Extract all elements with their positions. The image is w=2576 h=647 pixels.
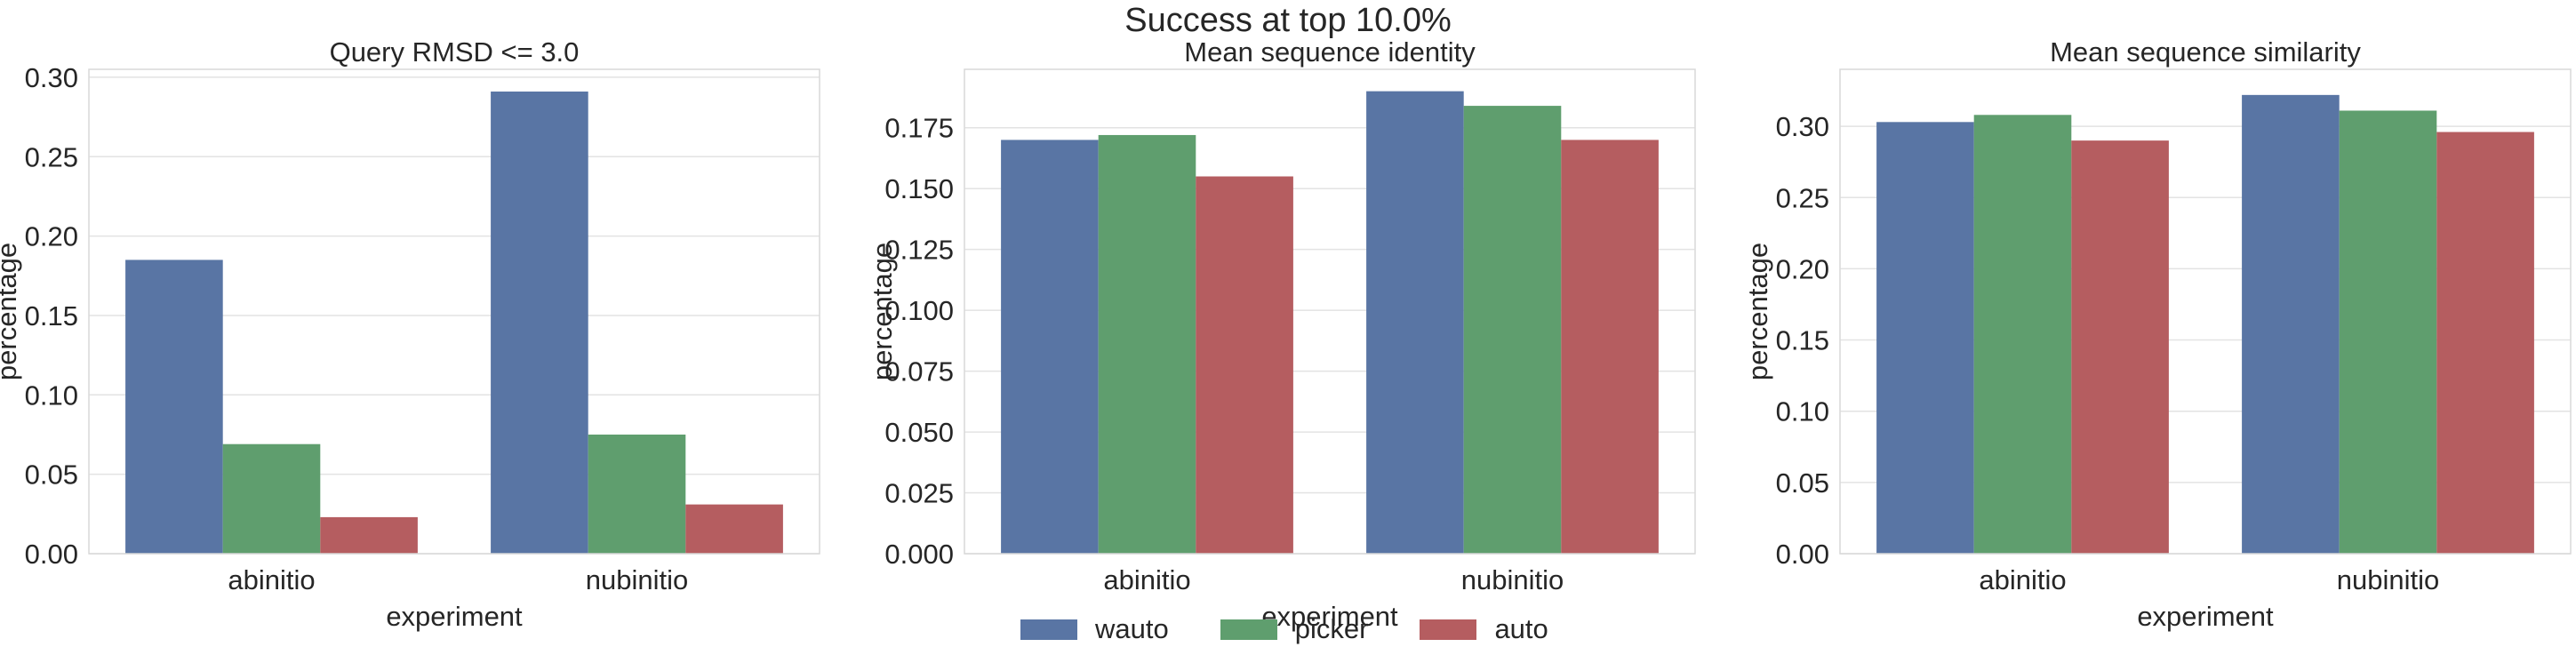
bar-auto-nubinitio [1561, 140, 1659, 554]
y-axis-label: percentage [0, 243, 22, 380]
bar-wauto-nubinitio [491, 92, 588, 554]
y-tick-label: 0.25 [1776, 182, 1829, 213]
legend-swatch-auto [1420, 619, 1477, 640]
y-tick-label: 0.125 [884, 235, 954, 266]
bar-picker-abinitio [222, 443, 321, 554]
bar-wauto-abinitio [1876, 122, 1974, 554]
y-tick-label: 0.30 [1776, 111, 1829, 142]
legend-swatch-picker [1220, 619, 1277, 640]
x-tick-label: abinitio [1979, 564, 2066, 595]
y-tick-label: 0.100 [884, 295, 954, 326]
x-axis-label: experiment [2137, 601, 2274, 632]
panel-title: Mean sequence similarity [2050, 36, 2361, 68]
legend-item-wauto: wauto [1020, 613, 1169, 645]
y-tick-label: 0.00 [1776, 539, 1829, 570]
y-tick-label: 0.15 [1776, 325, 1829, 356]
panel-title: Mean sequence identity [1184, 36, 1476, 68]
legend-label-picker: picker [1294, 613, 1369, 644]
x-tick-label: nubinitio [1461, 564, 1564, 595]
y-tick-label: 0.20 [25, 221, 78, 252]
y-tick-label: 0.025 [884, 478, 954, 509]
legend-item-picker: picker [1220, 613, 1369, 645]
bar-wauto-abinitio [125, 260, 223, 554]
y-tick-label: 0.10 [25, 379, 78, 411]
y-tick-label: 0.050 [884, 417, 954, 448]
bar-auto-abinitio [1196, 176, 1293, 555]
bar-picker-abinitio [1973, 115, 2072, 554]
bar-picker-nubinitio [2339, 110, 2437, 554]
x-axis-label: experiment [1261, 601, 1398, 632]
y-tick-label: 0.05 [1776, 467, 1829, 499]
plot-frame [88, 68, 820, 555]
y-tick-label: 0.00 [25, 539, 78, 570]
bar-auto-nubinitio [685, 504, 783, 554]
x-tick-label: abinitio [228, 564, 315, 595]
legend-item-auto: auto [1420, 613, 1548, 645]
legend: wauto picker auto [1020, 613, 1600, 645]
bar-auto-abinitio [2071, 140, 2169, 554]
figure-title: Success at top 10.0% [1124, 2, 1452, 39]
bar-wauto-nubinitio [2242, 94, 2340, 554]
legend-swatch-wauto [1020, 619, 1077, 640]
x-tick-label: nubinitio [586, 564, 688, 595]
y-tick-label: 0.10 [1776, 396, 1829, 427]
y-tick-label: 0.30 [25, 62, 78, 93]
y-tick-label: 0.20 [1776, 253, 1829, 284]
x-tick-label: nubinitio [2337, 564, 2439, 595]
bar-picker-nubinitio [1463, 106, 1562, 555]
plot-frame [1839, 68, 2572, 555]
plot-frame [964, 68, 1696, 555]
bar-wauto-nubinitio [1366, 91, 1464, 554]
y-axis-label: percentage [1742, 243, 1773, 380]
x-tick-label: abinitio [1103, 564, 1190, 595]
y-tick-label: 0.05 [25, 459, 78, 491]
panel-title: Query RMSD <= 3.0 [330, 36, 580, 68]
bar-picker-nubinitio [588, 434, 686, 554]
legend-label-wauto: wauto [1095, 613, 1169, 644]
y-axis-label: percentage [867, 243, 898, 380]
x-axis-label: experiment [386, 601, 523, 632]
y-tick-label: 0.15 [25, 300, 78, 331]
legend-label-auto: auto [1494, 613, 1548, 644]
y-tick-label: 0.000 [884, 539, 954, 570]
bar-auto-nubinitio [2436, 132, 2534, 554]
y-tick-label: 0.25 [25, 141, 78, 172]
bar-auto-abinitio [320, 516, 418, 554]
y-tick-label: 0.175 [884, 113, 954, 144]
y-tick-label: 0.075 [884, 356, 954, 387]
y-tick-label: 0.150 [884, 173, 954, 204]
bar-picker-abinitio [1098, 134, 1196, 555]
bar-wauto-abinitio [1001, 140, 1099, 554]
